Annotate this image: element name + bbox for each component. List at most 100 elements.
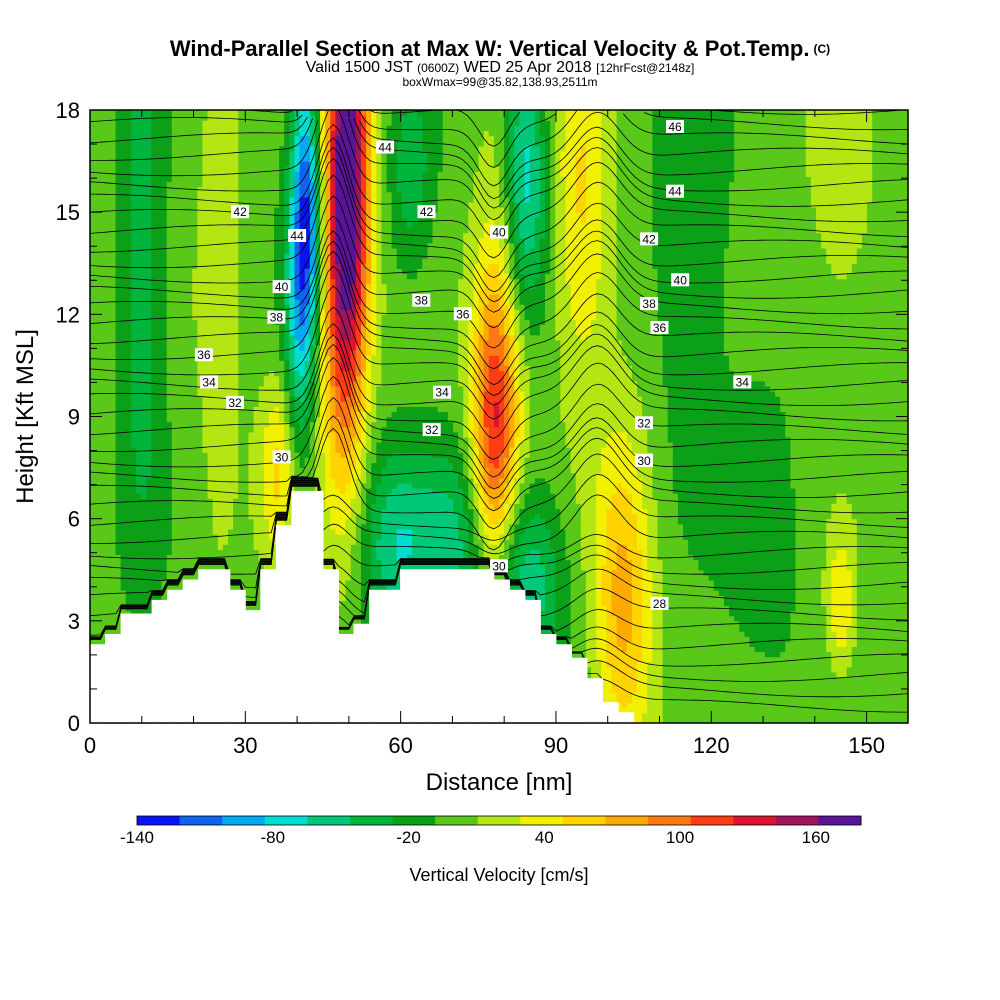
w-cell: [120, 585, 127, 591]
w-cell: [171, 324, 178, 331]
w-cell: [258, 217, 265, 223]
w-cell: [228, 365, 234, 372]
w-cell: [141, 380, 147, 387]
w-cell: [120, 135, 127, 142]
w-cell: [110, 585, 117, 591]
w-cell: [136, 452, 142, 458]
w-cell: [161, 217, 168, 223]
w-cell: [284, 140, 290, 147]
w-cell: [125, 380, 132, 387]
w-cell: [156, 288, 163, 295]
w-cell: [156, 375, 163, 382]
w-cell: [207, 191, 214, 198]
w-cell: [115, 610, 122, 617]
w-cell: [136, 196, 142, 203]
w-cell: [284, 217, 290, 223]
w-cell: [161, 544, 168, 550]
w-cell: [212, 110, 219, 116]
w-cell: [171, 181, 178, 188]
w-cell: [202, 299, 209, 305]
w-cell: [268, 196, 275, 203]
w-cell: [176, 544, 183, 550]
w-cell: [294, 344, 301, 351]
w-cell: [182, 268, 188, 275]
w-cell: [120, 421, 127, 428]
w-cell: [166, 125, 173, 132]
w-cell: [294, 426, 301, 433]
w-cell: [258, 247, 265, 254]
w-cell: [294, 150, 301, 157]
w-cell: [130, 155, 137, 162]
w-cell: [120, 396, 127, 402]
w-cell: [192, 283, 198, 290]
w-cell: [222, 319, 229, 326]
w-cell: [130, 212, 137, 218]
w-cell: [243, 431, 250, 438]
w-cell: [115, 140, 122, 147]
w-cell: [171, 518, 178, 525]
w-cell: [228, 110, 234, 116]
w-cell: [125, 518, 132, 525]
w-cell: [228, 339, 234, 346]
w-cell: [228, 416, 234, 423]
w-cell: [238, 426, 244, 433]
w-cell: [228, 268, 234, 275]
w-cell: [238, 258, 244, 264]
w-cell: [248, 253, 255, 259]
w-cell: [110, 283, 117, 290]
w-cell: [110, 447, 117, 453]
w-cell: [161, 360, 168, 367]
w-cell: [202, 406, 209, 412]
w-cell: [192, 309, 198, 315]
w-cell: [248, 579, 255, 586]
w-cell: [120, 130, 127, 137]
w-cell: [161, 253, 168, 259]
w-cell: [146, 579, 152, 586]
w-cell: [284, 493, 290, 499]
w-cell: [212, 268, 219, 275]
w-cell: [289, 380, 296, 387]
w-cell: [289, 120, 296, 126]
w-cell: [299, 390, 306, 397]
w-cell: [187, 120, 193, 126]
w-cell: [95, 120, 101, 126]
w-cell: [166, 426, 173, 433]
w-cell: [263, 508, 270, 515]
w-cell: [268, 385, 275, 392]
w-cell: [146, 533, 152, 540]
w-cell: [115, 554, 122, 561]
w-cell: [182, 232, 188, 239]
w-cell: [228, 207, 234, 213]
w-cell: [95, 150, 101, 157]
w-cell: [156, 217, 163, 223]
w-cell: [279, 416, 285, 423]
w-cell: [125, 350, 132, 356]
w-cell: [166, 452, 173, 458]
w-cell: [248, 544, 255, 550]
w-cell: [289, 416, 296, 423]
w-cell: [243, 564, 250, 571]
w-cell: [294, 166, 301, 172]
w-cell: [197, 304, 204, 310]
w-cell: [207, 467, 214, 474]
w-cell: [105, 288, 112, 295]
w-cell: [243, 309, 250, 315]
w-cell: [202, 554, 209, 561]
w-cell: [156, 360, 163, 367]
w-cell: [176, 380, 183, 387]
w-cell: [100, 145, 106, 152]
w-cell: [100, 385, 106, 392]
w-cell: [258, 319, 265, 326]
w-cell: [248, 477, 255, 484]
w-cell: [274, 508, 280, 515]
w-cell: [125, 569, 132, 576]
w-cell: [258, 191, 265, 198]
w-cell: [274, 161, 280, 167]
w-cell: [161, 304, 168, 310]
w-cell: [238, 370, 244, 377]
w-cell: [120, 426, 127, 433]
w-cell: [182, 324, 188, 331]
w-cell: [156, 329, 163, 336]
w-cell: [258, 283, 265, 290]
w-cell: [141, 523, 147, 530]
